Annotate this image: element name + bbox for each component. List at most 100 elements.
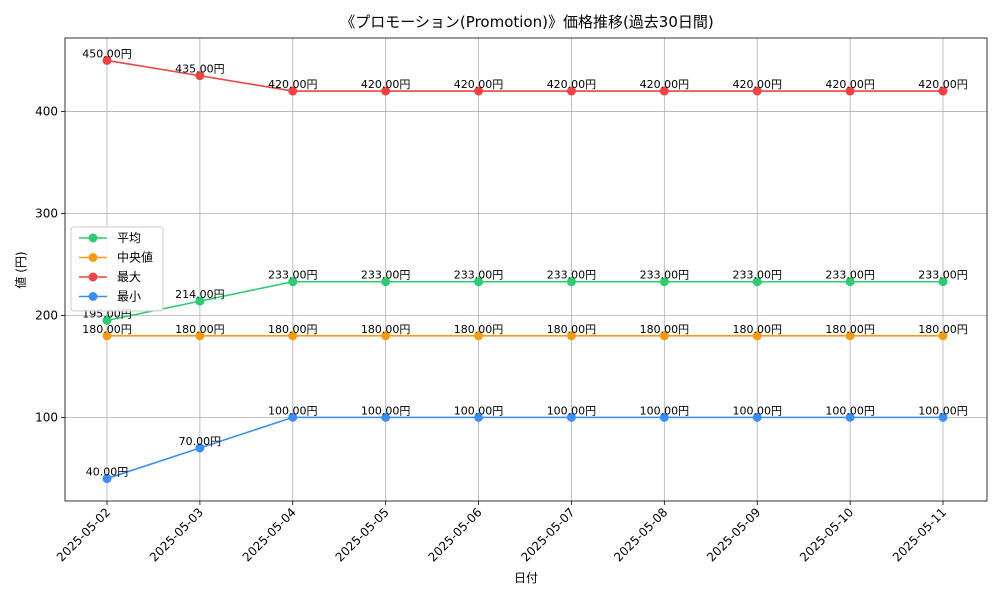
data-label: 420.00円 bbox=[825, 78, 875, 91]
x-tick-label: 2025-05-10 bbox=[797, 505, 856, 564]
data-label: 450.00円 bbox=[82, 47, 132, 60]
legend-box bbox=[70, 226, 164, 312]
data-point bbox=[195, 443, 205, 453]
data-point bbox=[938, 412, 948, 422]
x-tick-label: 2025-05-05 bbox=[333, 505, 392, 564]
data-label: 180.00円 bbox=[268, 323, 318, 336]
data-point bbox=[938, 331, 948, 341]
data-label: 100.00円 bbox=[918, 404, 968, 417]
data-point bbox=[845, 412, 855, 422]
data-label: 180.00円 bbox=[361, 323, 411, 336]
data-label: 233.00円 bbox=[918, 269, 968, 282]
plot-frame bbox=[64, 37, 988, 502]
data-point bbox=[195, 296, 205, 306]
data-point bbox=[102, 474, 112, 484]
legend-item: 平均 bbox=[79, 231, 141, 245]
x-tick-label: 2025-05-06 bbox=[425, 505, 484, 564]
legend-label: 中央値 bbox=[117, 250, 153, 265]
data-point bbox=[845, 277, 855, 287]
data-point bbox=[288, 412, 298, 422]
data-label: 233.00円 bbox=[547, 269, 597, 282]
data-point bbox=[195, 331, 205, 341]
x-tick-label: 2025-05-04 bbox=[240, 505, 299, 564]
data-label: 180.00円 bbox=[732, 323, 782, 336]
series-2 bbox=[102, 55, 948, 96]
data-point bbox=[474, 277, 484, 287]
data-point bbox=[752, 412, 762, 422]
data-point bbox=[381, 277, 391, 287]
series-layer bbox=[102, 55, 948, 484]
data-point bbox=[659, 86, 669, 96]
data-point bbox=[566, 331, 576, 341]
data-label: 180.00円 bbox=[454, 323, 504, 336]
data-label: 420.00円 bbox=[454, 78, 504, 91]
data-point bbox=[102, 55, 112, 65]
data-point bbox=[195, 71, 205, 81]
y-tick-label: 200 bbox=[35, 308, 58, 322]
data-point bbox=[566, 277, 576, 287]
data-label: 233.00円 bbox=[732, 269, 782, 282]
legend-marker bbox=[88, 292, 98, 301]
series-line bbox=[106, 280, 943, 322]
data-label: 420.00円 bbox=[918, 78, 968, 91]
data-label: 40.00円 bbox=[86, 466, 129, 479]
y-tick-label: 300 bbox=[35, 206, 58, 220]
legend-marker bbox=[88, 253, 98, 262]
series-1 bbox=[102, 331, 948, 341]
data-point bbox=[288, 331, 298, 341]
data-label: 100.00円 bbox=[640, 404, 690, 417]
legend-marker bbox=[88, 233, 98, 243]
data-label: 100.00円 bbox=[361, 404, 411, 417]
data-label: 233.00円 bbox=[640, 269, 690, 282]
legend-label: 最大 bbox=[117, 270, 141, 284]
data-label: 233.00円 bbox=[268, 269, 318, 282]
data-label: 420.00円 bbox=[268, 78, 318, 91]
series-line bbox=[106, 416, 943, 480]
data-label: 214.00円 bbox=[175, 288, 225, 301]
data-point bbox=[381, 86, 391, 96]
x-tick-label: 2025-05-03 bbox=[147, 505, 206, 564]
data-point bbox=[102, 331, 112, 341]
legend-label: 最小 bbox=[117, 290, 141, 304]
data-point bbox=[752, 277, 762, 287]
data-point bbox=[659, 331, 669, 341]
x-tick-label: 2025-05-02 bbox=[54, 505, 113, 564]
data-point bbox=[474, 331, 484, 341]
data-label: 420.00円 bbox=[361, 78, 411, 91]
data-point bbox=[752, 86, 762, 96]
data-point bbox=[566, 412, 576, 422]
series-line bbox=[106, 59, 943, 92]
data-label: 180.00円 bbox=[918, 323, 968, 336]
legend-item: 最大 bbox=[79, 270, 141, 284]
x-axis-label: 日付 bbox=[514, 571, 538, 585]
legend-item: 最小 bbox=[79, 290, 141, 304]
data-label: 100.00円 bbox=[825, 404, 875, 417]
data-point bbox=[659, 412, 669, 422]
data-point bbox=[938, 277, 948, 287]
grid bbox=[65, 38, 987, 501]
data-point bbox=[288, 86, 298, 96]
data-point bbox=[288, 277, 298, 287]
data-point bbox=[566, 86, 576, 96]
chart-title: 《プロモーション(Promotion)》価格推移(過去30日間) bbox=[340, 13, 714, 31]
y-tick-label: 100 bbox=[35, 410, 58, 424]
data-point bbox=[845, 86, 855, 96]
data-point bbox=[474, 86, 484, 96]
y-axis-ticks: 100 200 300 400 bbox=[35, 104, 65, 424]
y-tick-label: 400 bbox=[35, 104, 58, 118]
data-label: 420.00円 bbox=[640, 78, 690, 91]
data-point bbox=[845, 331, 855, 341]
data-label: 180.00円 bbox=[825, 323, 875, 336]
legend-marker bbox=[88, 272, 98, 282]
data-label: 233.00円 bbox=[361, 269, 411, 282]
data-label: 100.00円 bbox=[454, 404, 504, 417]
x-tick-label: 2025-05-07 bbox=[518, 505, 577, 564]
data-label: 100.00円 bbox=[268, 404, 318, 417]
data-label: 435.00円 bbox=[175, 63, 225, 76]
x-tick-label: 2025-05-09 bbox=[704, 505, 763, 564]
data-point bbox=[938, 86, 948, 96]
x-tick-label: 2025-05-11 bbox=[890, 505, 949, 564]
